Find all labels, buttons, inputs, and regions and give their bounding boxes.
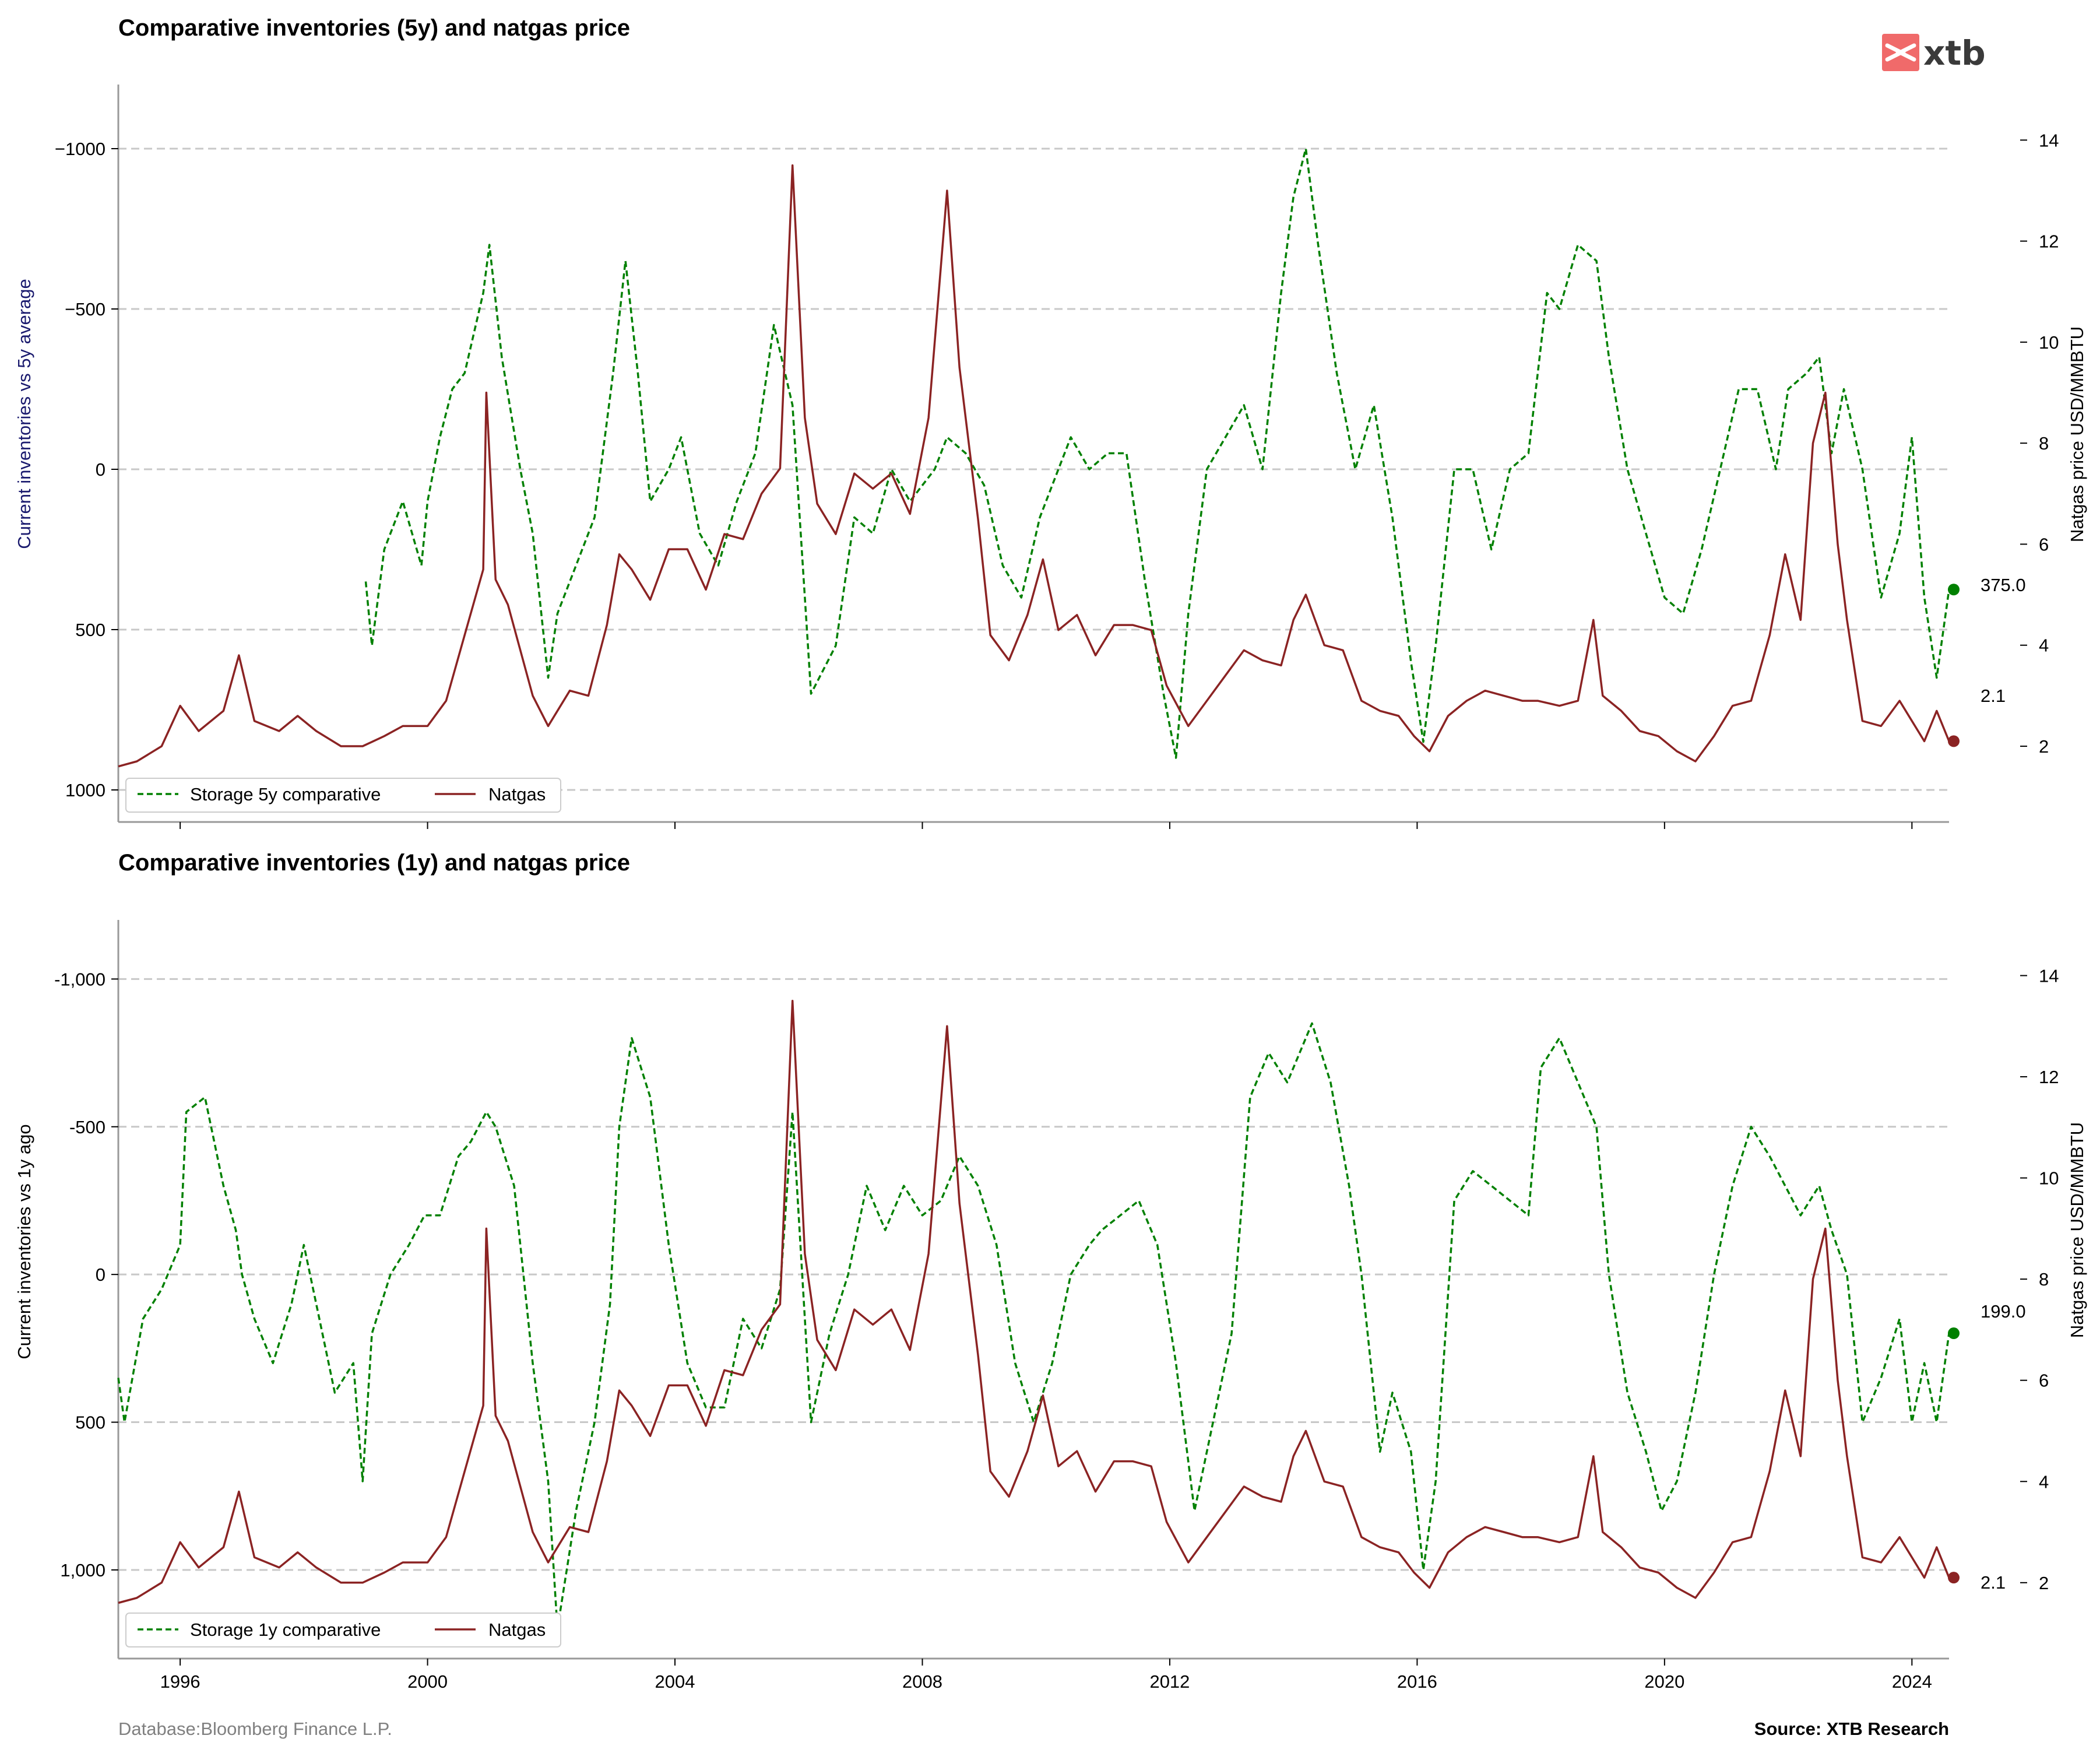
xtb-logo-text: xtb	[1923, 33, 1986, 73]
end-label-storage-1y: 199.0	[1981, 1301, 2026, 1322]
y2-tick-label: 12	[2039, 1067, 2059, 1087]
chart-title-1y: Comparative inventories (1y) and natgas …	[118, 850, 630, 876]
legend-box-5y	[125, 778, 561, 813]
legend-5y: Storage 5y comparative Natgas	[125, 778, 561, 813]
end-marker-natgas	[1948, 735, 1960, 747]
y-tick-label: -500	[69, 1117, 105, 1137]
y2-ticks-1y: 2 4 6 8 10 12 14	[2020, 965, 2059, 1593]
storage-line	[364, 147, 1950, 759]
chart-5y: Comparative inventories (5y) and natgas …	[14, 15, 2087, 829]
y-tick-label: −1000	[55, 139, 105, 159]
end-label-natgas-5y: 2.1	[1981, 686, 2006, 706]
storage-line	[117, 1022, 1950, 1631]
end-marker-storage	[1948, 584, 1960, 596]
y-tick-label: 1,000	[60, 1560, 105, 1580]
axes-1y	[117, 920, 1949, 1666]
legend-natgas-label-5y: Natgas	[488, 784, 546, 805]
y2-tick-label: 10	[2039, 332, 2059, 353]
y-ticks-5y: −1000 −500 0 500 1000	[55, 139, 118, 800]
y-tick-label: -1,000	[54, 969, 105, 989]
y2-tick-label: 14	[2039, 130, 2059, 150]
y-axis-label-5y: Current inventories vs 5y average	[14, 279, 34, 549]
y2-tick-label: 6	[2039, 534, 2049, 554]
x-tick-label: 2008	[902, 1671, 942, 1692]
legend-storage-label-1y: Storage 1y comparative	[190, 1619, 381, 1640]
y-tick-label: 500	[75, 1413, 105, 1433]
xtb-logo-cross	[1885, 43, 1916, 62]
grid-1y	[118, 978, 1949, 1571]
footer-source: Source: XTB Research	[1754, 1719, 1949, 1739]
y-tick-label: 500	[75, 620, 105, 640]
y-tick-label: −500	[65, 299, 105, 319]
y-tick-label: 0	[96, 459, 105, 480]
x-tick-label: 2012	[1149, 1671, 1190, 1692]
legend-natgas-label-1y: Natgas	[488, 1619, 546, 1640]
y2-tick-label: 14	[2039, 965, 2059, 986]
end-marker-storage	[1948, 1327, 1960, 1340]
end-label-storage-5y: 375.0	[1981, 575, 2026, 595]
y2-axis-label-5y: Natgas price USD/MMBTU	[2067, 326, 2087, 542]
x-tick-label: 2016	[1397, 1671, 1437, 1692]
x-tick-label: 1996	[160, 1671, 200, 1692]
y-ticks-1y: -1,000 -500 0 500 1,000	[54, 969, 118, 1580]
y-tick-label: 1000	[65, 780, 105, 800]
x-tick-label: 2000	[407, 1671, 448, 1692]
axes-5y	[117, 85, 1949, 829]
y2-ticks-5y: 2 4 6 8 10 12 14	[2020, 130, 2059, 757]
y-tick-label: 0	[96, 1264, 105, 1285]
y2-tick-label: 12	[2039, 231, 2059, 252]
x-tick-label: 2004	[655, 1671, 695, 1692]
chart-title-5y: Comparative inventories (5y) and natgas …	[118, 15, 630, 41]
x-tick-label: 2020	[1644, 1671, 1684, 1692]
series-1y	[117, 1000, 1960, 1631]
end-label-natgas-1y: 2.1	[1981, 1572, 2006, 1593]
x-ticks: 1996 2000 2004 2008 2012 2016 2020 2024	[160, 1671, 1932, 1692]
y2-tick-label: 6	[2039, 1371, 2049, 1391]
natgas-line	[118, 1000, 1950, 1604]
xtb-logo: xtb	[1882, 33, 1986, 73]
y2-tick-label: 2	[2039, 736, 2049, 757]
y2-tick-label: 4	[2039, 1471, 2049, 1492]
footer-database: Database:Bloomberg Finance L.P.	[118, 1719, 392, 1739]
series-5y	[118, 147, 1960, 768]
legend-storage-label-5y: Storage 5y comparative	[190, 784, 381, 805]
y2-tick-label: 8	[2039, 1269, 2049, 1290]
end-marker-natgas	[1948, 1572, 1960, 1584]
legend-1y: Storage 1y comparative Natgas	[125, 1613, 561, 1647]
chart-1y: Comparative inventories (1y) and natgas …	[14, 850, 2087, 1692]
natgas-line	[118, 164, 1950, 768]
legend-box-1y	[125, 1613, 561, 1647]
y2-tick-label: 10	[2039, 1168, 2059, 1189]
y-axis-label-1y: Current inventories vs 1y ago	[14, 1124, 34, 1359]
y2-tick-label: 8	[2039, 433, 2049, 454]
y2-tick-label: 4	[2039, 635, 2049, 656]
grid-5y	[118, 147, 1949, 791]
x-tick-label: 2024	[1892, 1671, 1932, 1692]
y2-axis-label-1y: Natgas price USD/MMBTU	[2067, 1122, 2087, 1338]
y2-tick-label: 2	[2039, 1573, 2049, 1593]
